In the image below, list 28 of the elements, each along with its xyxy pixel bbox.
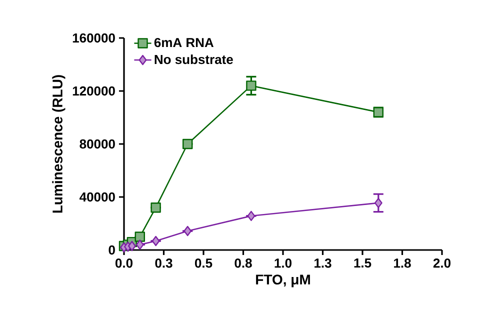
y-tick-label: 80000 <box>80 139 115 149</box>
x-tick-label: 0.3 <box>155 258 172 268</box>
point <box>247 210 256 222</box>
point <box>128 240 136 252</box>
x-tick-label: 1.8 <box>394 258 411 268</box>
x-tick-label: 0.8 <box>234 258 252 268</box>
point <box>374 198 382 208</box>
x-tick-label: 0.5 <box>194 258 212 268</box>
y-tick-label: 40000 <box>80 192 115 202</box>
x-tick-label: 1.5 <box>354 258 372 268</box>
x-tick-label: 0.0 <box>115 258 133 268</box>
y-axis-title: Luminescence (RLU) <box>52 75 66 213</box>
point <box>136 240 144 250</box>
legend-label: 6mA RNA <box>154 38 214 48</box>
point <box>152 236 160 246</box>
x-tick-label: 2.0 <box>433 258 450 268</box>
legend-label: No substrate <box>154 54 233 64</box>
point <box>150 202 161 213</box>
y-tick-label: 160000 <box>72 33 115 43</box>
y-tick-label: 120000 <box>72 86 115 96</box>
point <box>134 232 146 242</box>
x-axis-title: FTO, μM <box>256 274 310 288</box>
point <box>184 226 192 236</box>
y-tick-label: 0 <box>108 245 115 255</box>
x-tick-label: 1.0 <box>274 258 292 268</box>
point <box>246 80 256 91</box>
x-tick-label: 1.3 <box>314 258 332 268</box>
point <box>182 138 193 150</box>
